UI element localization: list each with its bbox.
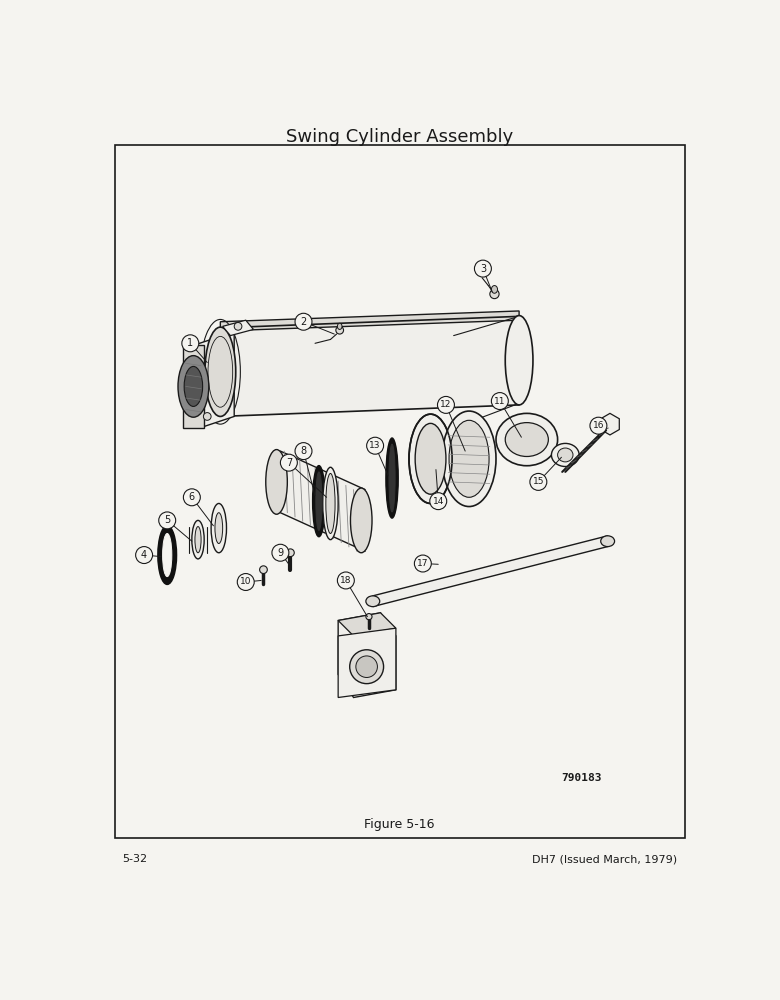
Ellipse shape — [505, 423, 548, 456]
Polygon shape — [373, 536, 608, 607]
Ellipse shape — [350, 488, 372, 553]
Ellipse shape — [313, 466, 325, 537]
Circle shape — [474, 260, 491, 277]
Text: 790183: 790183 — [562, 773, 602, 783]
Text: 17: 17 — [417, 559, 428, 568]
Ellipse shape — [491, 286, 498, 293]
Ellipse shape — [356, 656, 378, 677]
Circle shape — [438, 396, 455, 413]
Ellipse shape — [338, 323, 342, 329]
Ellipse shape — [326, 473, 335, 533]
Ellipse shape — [204, 413, 211, 420]
Ellipse shape — [260, 566, 268, 574]
Ellipse shape — [162, 533, 172, 577]
Ellipse shape — [442, 411, 496, 507]
Text: 7: 7 — [285, 458, 292, 468]
Circle shape — [338, 572, 354, 589]
Ellipse shape — [389, 444, 395, 512]
Text: 5: 5 — [164, 515, 170, 525]
Polygon shape — [339, 628, 396, 698]
Text: 8: 8 — [300, 446, 307, 456]
Circle shape — [295, 313, 312, 330]
Ellipse shape — [551, 443, 580, 466]
Ellipse shape — [286, 549, 294, 557]
Ellipse shape — [449, 420, 489, 497]
Ellipse shape — [215, 513, 222, 544]
Text: Swing Cylinder Assembly: Swing Cylinder Assembly — [286, 128, 513, 146]
Text: 10: 10 — [240, 578, 251, 586]
Text: 4: 4 — [141, 550, 147, 560]
Ellipse shape — [192, 520, 204, 559]
Polygon shape — [280, 451, 365, 551]
Text: 16: 16 — [593, 421, 604, 430]
Ellipse shape — [490, 289, 499, 299]
Ellipse shape — [558, 448, 573, 462]
Circle shape — [136, 547, 153, 564]
Ellipse shape — [234, 323, 242, 330]
Circle shape — [237, 574, 254, 590]
Text: 15: 15 — [533, 477, 544, 486]
Ellipse shape — [349, 650, 384, 684]
Ellipse shape — [336, 326, 343, 334]
Polygon shape — [220, 316, 519, 416]
Ellipse shape — [158, 526, 176, 584]
Circle shape — [367, 437, 384, 454]
Circle shape — [183, 489, 200, 506]
Bar — [189, 527, 207, 553]
Text: 5-32: 5-32 — [122, 854, 147, 864]
Bar — [183, 345, 204, 428]
Ellipse shape — [205, 327, 236, 416]
Polygon shape — [222, 320, 254, 336]
Text: 18: 18 — [340, 576, 352, 585]
Circle shape — [590, 417, 607, 434]
Ellipse shape — [178, 356, 209, 417]
Text: 9: 9 — [278, 548, 283, 558]
Circle shape — [295, 443, 312, 460]
Circle shape — [491, 393, 509, 410]
Circle shape — [530, 473, 547, 490]
Ellipse shape — [409, 414, 452, 503]
Circle shape — [272, 544, 289, 561]
Text: 14: 14 — [433, 497, 444, 506]
Text: DH7 (Issued March, 1979): DH7 (Issued March, 1979) — [532, 854, 677, 864]
Text: 6: 6 — [189, 492, 195, 502]
Polygon shape — [220, 311, 519, 331]
Text: 11: 11 — [494, 397, 505, 406]
Polygon shape — [339, 613, 396, 636]
Ellipse shape — [266, 450, 287, 514]
Ellipse shape — [195, 527, 201, 553]
Text: Figure 5-16: Figure 5-16 — [364, 818, 435, 831]
Text: 2: 2 — [300, 317, 307, 327]
Circle shape — [182, 335, 199, 352]
Ellipse shape — [496, 413, 558, 466]
Text: 12: 12 — [440, 400, 452, 409]
Ellipse shape — [366, 614, 372, 620]
Text: 3: 3 — [480, 264, 486, 274]
Ellipse shape — [601, 536, 615, 547]
Text: 13: 13 — [370, 441, 381, 450]
Circle shape — [414, 555, 431, 572]
Ellipse shape — [415, 423, 446, 494]
Ellipse shape — [366, 596, 380, 607]
Polygon shape — [188, 332, 234, 428]
Ellipse shape — [505, 316, 533, 405]
Ellipse shape — [316, 472, 322, 530]
Ellipse shape — [386, 438, 399, 518]
Ellipse shape — [211, 503, 226, 553]
Text: 1: 1 — [187, 338, 193, 348]
Ellipse shape — [184, 366, 203, 406]
Polygon shape — [339, 613, 396, 698]
Circle shape — [159, 512, 176, 529]
Circle shape — [430, 493, 447, 510]
Circle shape — [280, 454, 297, 471]
Ellipse shape — [323, 467, 339, 540]
